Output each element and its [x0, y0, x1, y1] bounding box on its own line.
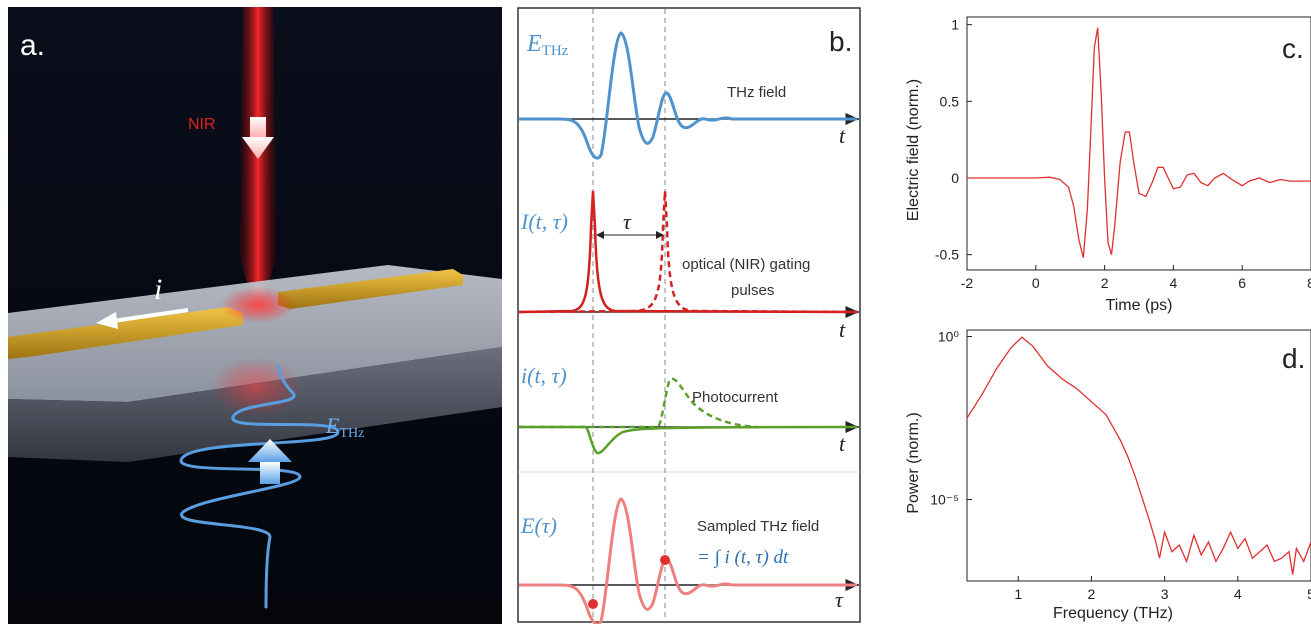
nir-label: NIR: [188, 116, 216, 133]
current-symbol: i: [154, 273, 162, 306]
sample-point-2: [660, 555, 670, 565]
sampled-axis-label: τ: [835, 587, 844, 612]
sampled-formula: = ∫ i (t, τ) dt: [697, 547, 789, 569]
power-spectrum-chart: d. Frequency (THz) Power (norm.) 1 2 3 4 5 10…: [905, 329, 1311, 622]
sample-point-1: [588, 599, 598, 609]
y-tick-label: 0.5: [940, 93, 960, 109]
panel-b-frame: [517, 7, 861, 623]
x-tick-label: 6: [1238, 275, 1246, 291]
photocurrent-axis-label: t: [839, 431, 846, 456]
right-electrode: [278, 269, 463, 309]
thz-arrow-icon: [248, 439, 292, 484]
gate-axis-label: t: [839, 317, 846, 342]
x-tick-label: 3: [1161, 586, 1169, 602]
sampling-schematic: ETHz THz field t b. τ I(t, τ) optical (N…: [517, 7, 861, 626]
gate-caption-line2: pulses: [731, 282, 774, 299]
photocurrent-symbol: i(t, τ): [521, 363, 567, 388]
gate-caption-line1: optical (NIR) gating: [682, 256, 810, 273]
delay-symbol: τ: [623, 209, 632, 234]
panel-d-xlabel: Frequency (THz): [1053, 605, 1173, 622]
x-tick-label: 4: [1170, 275, 1178, 291]
y-tick-label: 10⁻⁵: [930, 492, 959, 508]
gate-pulse-2: [518, 190, 858, 314]
left-electrode: [8, 307, 243, 359]
gate-pulse-1: [518, 190, 858, 314]
nir-arrow-icon: [242, 117, 274, 159]
thz-caption: THz field: [727, 84, 786, 101]
device-illustration: a. NIR i ETHz: [8, 7, 502, 624]
photocurrent-curve: [519, 425, 858, 455]
gate-symbol: I(t, τ): [520, 209, 568, 234]
plot-frame: [966, 16, 1311, 271]
x-tick-label: 4: [1234, 586, 1242, 602]
series-line: [966, 336, 1311, 575]
panel-a: a. NIR i ETHz: [8, 7, 502, 624]
x-tick-label: 1: [1014, 586, 1022, 602]
panel-c-xlabel: Time (ps): [1106, 297, 1173, 314]
sampled-caption: Sampled THz field: [697, 518, 819, 535]
plot-frame: [966, 329, 1311, 582]
photocurrent-caption: Photocurrent: [692, 389, 779, 406]
panel-a-letter: a.: [20, 29, 45, 62]
y-tick-label: 0: [951, 170, 959, 186]
sampled-symbol: E(τ): [520, 513, 557, 538]
thz-axis-label: t: [839, 123, 846, 148]
sampled-field-curve: [519, 497, 857, 626]
y-tick-label: -0.5: [935, 247, 959, 263]
field-symbol: ETHz: [325, 413, 364, 441]
excitation-spot: [220, 287, 296, 323]
panel-c-ylabel: Electric field (norm.): [905, 79, 922, 221]
x-tick-label: 2: [1088, 586, 1096, 602]
thz-wave: [179, 363, 340, 609]
current-arrow-icon: [96, 308, 189, 329]
panel-c-letter: c.: [1282, 33, 1304, 64]
thz-symbol: ETHz: [526, 31, 569, 59]
y-tick-label: 10⁰: [938, 329, 960, 345]
x-tick-label: 8: [1307, 275, 1311, 291]
time-domain-chart: c. Time (ps) Electric field (norm.) -2 0 2…: [905, 16, 1311, 314]
y-tick-label: 1: [951, 17, 959, 33]
x-tick-label: 2: [1101, 275, 1109, 291]
panel-d: d. Frequency (THz) Power (norm.) 1 2 3 4 5 10…: [880, 318, 1311, 630]
panel-b-letter: b.: [829, 26, 852, 57]
panel-b: ETHz THz field t b. τ I(t, τ) optical (N…: [517, 7, 867, 626]
photocurrent-delayed-curve: [519, 377, 758, 429]
x-tick-label: 0: [1032, 275, 1040, 291]
x-tick-label: -2: [961, 275, 974, 291]
thz-field-curve: [519, 31, 857, 160]
panel-d-ylabel: Power (norm.): [905, 412, 922, 513]
series-line: [967, 27, 1311, 258]
panel-d-letter: d.: [1282, 343, 1305, 374]
panel-c: c. Time (ps) Electric field (norm.) -2 0 2…: [880, 0, 1311, 318]
x-tick-label: 5: [1307, 586, 1311, 602]
substrate-top: [8, 265, 502, 402]
